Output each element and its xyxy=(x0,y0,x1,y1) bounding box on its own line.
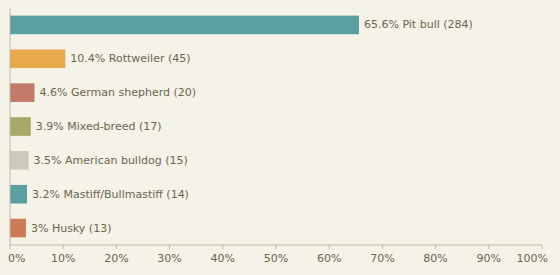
x-tick xyxy=(222,245,223,249)
x-tick xyxy=(488,245,489,249)
x-tick-label: 50% xyxy=(264,252,288,265)
chart: Pit bull Rottweiler German shepherd Mixed-b… xyxy=(0,0,560,275)
x-tick-label: 40% xyxy=(211,252,235,265)
x-tick xyxy=(276,245,277,249)
x-tick-label: 30% xyxy=(157,252,181,265)
x-tick xyxy=(169,245,170,249)
data-label: 10.4% Rottweiler (45) xyxy=(70,52,190,65)
bar: German shepherd xyxy=(10,83,34,102)
x-tick xyxy=(382,245,383,249)
x-tick-label: 10% xyxy=(51,252,75,265)
x-tick xyxy=(10,245,11,249)
x-tick xyxy=(435,245,436,249)
data-labels: 65.6% Pit bull (284) 10.4% Rottweiler (45… xyxy=(31,18,473,234)
bars: Pit bull Rottweiler German shepherd Mixed-b… xyxy=(10,16,359,238)
x-tick xyxy=(329,245,330,249)
x-tick-label: 100% xyxy=(517,252,548,265)
bar: Mixed-breed xyxy=(10,117,31,136)
data-label: 3.2% Mastiff/Bullmastiff (14) xyxy=(32,188,189,201)
data-label: 4.6% German shepherd (20) xyxy=(39,86,196,99)
x-tick-label: 0% xyxy=(8,252,25,265)
x-tick xyxy=(63,245,64,249)
data-label: 3.9% Mixed-breed (17) xyxy=(36,120,162,133)
y-axis-line xyxy=(10,8,11,245)
x-tick xyxy=(542,245,543,249)
x-tick-label: 60% xyxy=(317,252,341,265)
x-ticks: 0% 10% 20% 30% 40% 50% 60% 70% 80% 90% 100% xyxy=(8,245,548,265)
bar: American bulldog xyxy=(10,151,29,170)
bar: Husky xyxy=(10,219,26,238)
x-tick-label: 20% xyxy=(104,252,128,265)
bar: Pit bull xyxy=(10,16,359,35)
data-label: 65.6% Pit bull (284) xyxy=(364,18,473,31)
x-tick xyxy=(116,245,117,249)
bar: Mastiff/Bullmastiff xyxy=(10,185,27,204)
data-label: 3.5% American bulldog (15) xyxy=(34,154,188,167)
data-label: 3% Husky (13) xyxy=(31,222,112,235)
x-tick-label: 90% xyxy=(477,252,501,265)
x-tick-label: 80% xyxy=(423,252,447,265)
chart-container: Pit bull Rottweiler German shepherd Mixed-b… xyxy=(0,0,560,275)
x-tick-label: 70% xyxy=(370,252,394,265)
bar: Rottweiler xyxy=(10,49,65,68)
